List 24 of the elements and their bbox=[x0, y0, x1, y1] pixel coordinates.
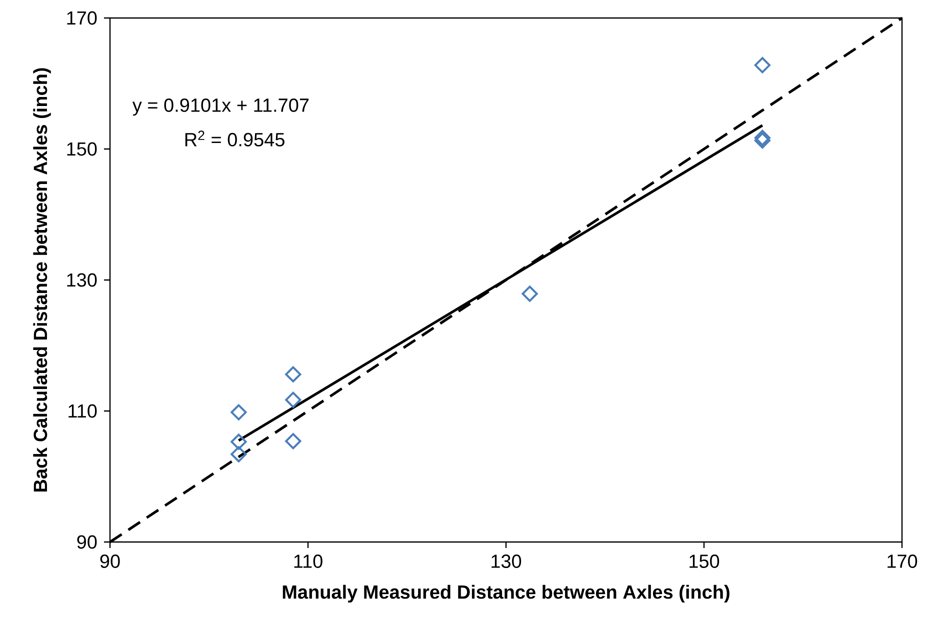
point bbox=[230, 446, 247, 462]
point bbox=[522, 286, 538, 302]
annotation: y = 0.9101x + 11.707 bbox=[132, 98, 309, 116]
x-tick-label: 170 bbox=[888, 554, 918, 568]
y-tick-label: 150 bbox=[67, 142, 97, 156]
point bbox=[230, 434, 247, 450]
x-tick-label: 110 bbox=[294, 554, 322, 568]
point bbox=[754, 132, 770, 149]
point bbox=[754, 57, 770, 74]
annotation: R$^{2}$ = 0.9545 bbox=[185, 130, 284, 146]
x-tick-label: 130 bbox=[492, 554, 522, 568]
x-axis-title: Manualy Measured Distance between Axles (inch) bbox=[282, 584, 730, 603]
y-tick-label: 130 bbox=[67, 273, 97, 287]
x-tick-label: 90 bbox=[100, 554, 120, 568]
point bbox=[754, 130, 770, 146]
point bbox=[285, 392, 302, 408]
y-tick-label: 90 bbox=[77, 535, 97, 549]
y-axis-title: Back Calculated Distance between Axles (inch) bbox=[33, 68, 51, 492]
x-tick-label: 150 bbox=[690, 554, 720, 568]
point bbox=[285, 366, 302, 382]
y-tick-label: 110 bbox=[68, 404, 97, 418]
y-tick-label: 170 bbox=[67, 11, 97, 25]
point bbox=[230, 404, 247, 420]
point bbox=[285, 433, 302, 450]
